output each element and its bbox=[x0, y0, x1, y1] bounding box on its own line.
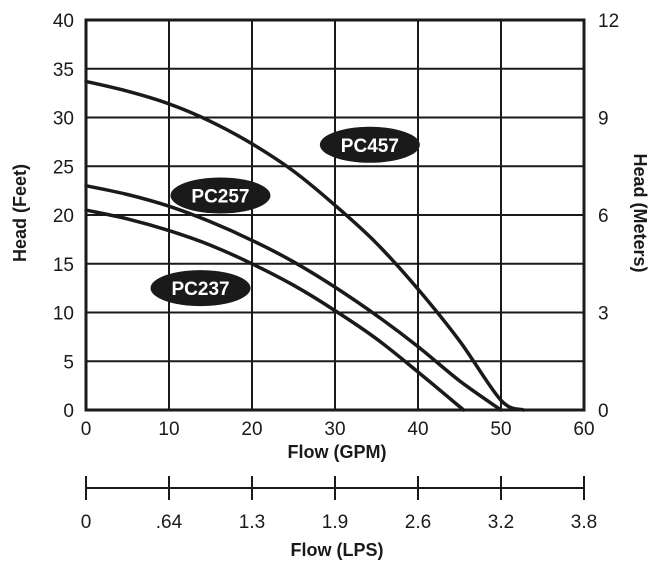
lps-tick-label: 3.8 bbox=[571, 512, 597, 533]
y-tick-label: 35 bbox=[53, 60, 74, 81]
y-tick-label: 10 bbox=[53, 304, 74, 325]
y-tick-label: 40 bbox=[53, 11, 74, 32]
grid-lines bbox=[85, 19, 585, 411]
series-label-pc237: PC237 bbox=[150, 270, 251, 307]
lps-axis: 0 .64 1.3 1.9 2.6 3.2 3.8 bbox=[81, 476, 597, 533]
series-label-pc457: PC457 bbox=[319, 126, 420, 163]
lps-tick-label: .64 bbox=[156, 512, 183, 533]
series-label-pill bbox=[319, 126, 420, 163]
x-tick-label: 40 bbox=[407, 419, 428, 440]
y-tick-label: 0 bbox=[63, 401, 74, 422]
series-label-pill bbox=[170, 177, 271, 214]
y-tick-label: 20 bbox=[53, 206, 74, 227]
x2-axis-title: Flow (LPS) bbox=[291, 540, 384, 560]
y2-tick-label: 0 bbox=[598, 401, 609, 422]
y2-axis-ticks: 0 3 6 9 12 bbox=[598, 11, 619, 422]
lps-tick-label: 1.9 bbox=[322, 512, 348, 533]
x-tick-label: 10 bbox=[158, 419, 179, 440]
y2-tick-label: 3 bbox=[598, 304, 609, 325]
series-line-pc237 bbox=[84, 208, 466, 412]
y2-tick-label: 6 bbox=[598, 206, 609, 227]
x-axis-title: Flow (GPM) bbox=[288, 442, 387, 462]
series-label-text: PC257 bbox=[191, 187, 249, 208]
lps-tick-label: 0 bbox=[81, 512, 92, 533]
series-label-text: PC237 bbox=[171, 279, 229, 300]
series-label-pill bbox=[150, 270, 251, 307]
plot-frame bbox=[84, 18, 586, 412]
pump-curves bbox=[84, 79, 526, 412]
y-axis-ticks: 0 5 10 15 20 25 30 35 40 bbox=[53, 11, 74, 422]
y-axis-title: Head (Feet) bbox=[10, 164, 30, 262]
y2-axis-title: Head (Meters) bbox=[630, 153, 650, 272]
series-label-pc257: PC257 bbox=[170, 177, 271, 214]
x-axis-ticks: 0 10 20 30 40 50 60 bbox=[81, 419, 595, 440]
x-tick-label: 60 bbox=[573, 419, 594, 440]
lps-tick-label: 1.3 bbox=[239, 512, 265, 533]
series-line-pc457 bbox=[84, 79, 526, 412]
y-tick-label: 15 bbox=[53, 255, 74, 276]
x-tick-label: 20 bbox=[241, 419, 262, 440]
series-labels: PC457 PC257 PC237 bbox=[150, 126, 420, 307]
x-tick-label: 30 bbox=[324, 419, 345, 440]
series-label-text: PC457 bbox=[341, 136, 399, 157]
x-tick-label: 0 bbox=[81, 419, 92, 440]
y2-tick-label: 9 bbox=[598, 109, 609, 130]
y-tick-label: 5 bbox=[63, 352, 74, 373]
series-line-pc257 bbox=[84, 184, 503, 412]
x-tick-label: 50 bbox=[490, 419, 511, 440]
lps-tick-label: 2.6 bbox=[405, 512, 431, 533]
y2-tick-label: 12 bbox=[598, 11, 619, 32]
lps-tick-label: 3.2 bbox=[488, 512, 514, 533]
y-tick-label: 30 bbox=[53, 109, 74, 130]
y-tick-label: 25 bbox=[53, 157, 74, 178]
